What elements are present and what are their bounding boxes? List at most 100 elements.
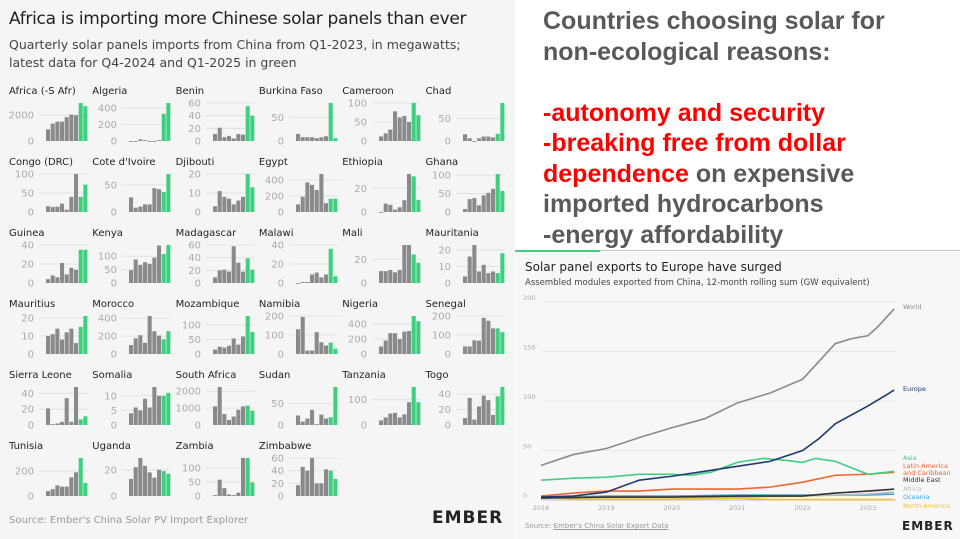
bar [143,342,148,354]
bar [319,137,324,141]
mini-chart-title: Somalia [92,370,133,381]
mini-chart: Mali 0 20 [342,228,425,298]
mini-chart-title: South Africa [175,370,237,381]
bar [314,138,319,141]
bar [129,345,134,354]
tick-label: 0 [444,350,450,361]
tick-label: 0 [278,350,284,361]
bar [467,397,472,425]
mini-chart-plot: 0 20 40 [21,241,88,290]
bar [133,141,139,142]
bar [300,421,305,425]
mini-chart-plot: 0 10 20 [188,170,255,219]
bar-latest [333,387,338,425]
bar [467,199,472,212]
source-link[interactable]: Ember's China Solar Export Data [553,522,669,530]
mini-chart-plot: 0 200 400 [98,103,172,148]
bar-latest [161,191,167,212]
bar [129,197,134,212]
y-tick-label: 200 [523,294,535,302]
mini-chart-plot: 0 50 [271,387,338,432]
tick-label: 0 [361,350,367,361]
bar [226,494,231,496]
bar [476,271,481,283]
bar-latest [245,106,250,141]
tick-label: 20 [188,124,201,135]
bar-latest [333,198,338,212]
x-tick-label: 2019 [598,504,615,512]
bar [74,387,79,425]
bar [217,479,222,496]
mini-chart: Cameroon 0 50 100 [342,86,425,156]
tick-label: 0 [194,137,200,148]
bar [323,203,328,212]
bar [46,491,51,496]
mini-chart-plot: 0 50 [271,103,338,148]
mini-chart-title: Togo [425,370,449,381]
bar [295,204,300,212]
bar [485,273,490,283]
bar [309,409,314,425]
tick-label: 20 [21,405,34,416]
accent-bar [515,250,600,252]
bar [74,174,79,212]
mini-chart-title: Senegal [425,299,466,310]
bar [314,272,319,283]
bar [379,420,384,425]
tick-label: 200 [98,120,117,131]
tick-label: 100 [431,331,450,342]
bar-latest [328,103,333,141]
bar [231,204,236,212]
bar [300,196,305,212]
bar [138,139,143,141]
mini-chart-plot: 0 20 [354,245,422,290]
chart-title: Africa is importing more Chinese solar p… [9,9,467,29]
tick-label: 20 [21,260,34,271]
mini-chart-title: Guinea [9,228,45,239]
bar [383,340,388,354]
mini-chart-plot: 0 200 400 [348,316,422,361]
mini-chart-title: Zambia [175,441,214,452]
bar [388,204,393,212]
bar-latest [161,113,167,141]
mini-chart-plot: 0 50 [438,103,505,148]
bar-latest [333,138,338,141]
mini-chart: Egypt 0 200 400 [259,157,342,227]
bar [143,140,148,141]
bar [300,466,305,496]
bar [129,478,134,496]
mini-chart-title: Tanzania [342,370,386,381]
bar-latest [166,174,171,212]
bar [388,269,393,283]
tick-label: 2000 [9,111,34,122]
bar [157,140,162,141]
mini-chart-title: Mozambique [175,299,240,310]
bar [323,345,328,354]
bar [471,419,476,425]
mini-chart-plot: 0 5 10 [105,387,172,432]
chart-subtitle: Quarterly solar panels imports from Chin… [9,37,461,70]
reason-expensive: on expensive [688,159,855,188]
bar-latest [83,316,88,354]
bar [402,245,407,283]
mini-chart-plot: 0 50 100 [182,458,255,503]
tick-label: 0 [28,350,34,361]
mini-chart-title: Malawi [258,228,294,239]
bar-latest [166,392,171,425]
bar [240,134,245,141]
bar-latest [249,482,254,496]
bar [305,418,310,425]
mini-chart-plot: 0 20 40 [271,241,338,290]
bar [379,136,384,141]
tick-label: 0 [278,208,284,219]
bar [397,339,402,354]
x-tick-label: 2018 [533,504,550,512]
bar [305,350,310,354]
reason-dependence: dependence [543,159,689,188]
bar-latest [333,478,338,496]
tick-label: 40 [21,389,34,400]
tick-label: 100 [15,170,34,181]
bar-latest [328,198,333,212]
bar [133,407,139,425]
bar [467,138,472,141]
